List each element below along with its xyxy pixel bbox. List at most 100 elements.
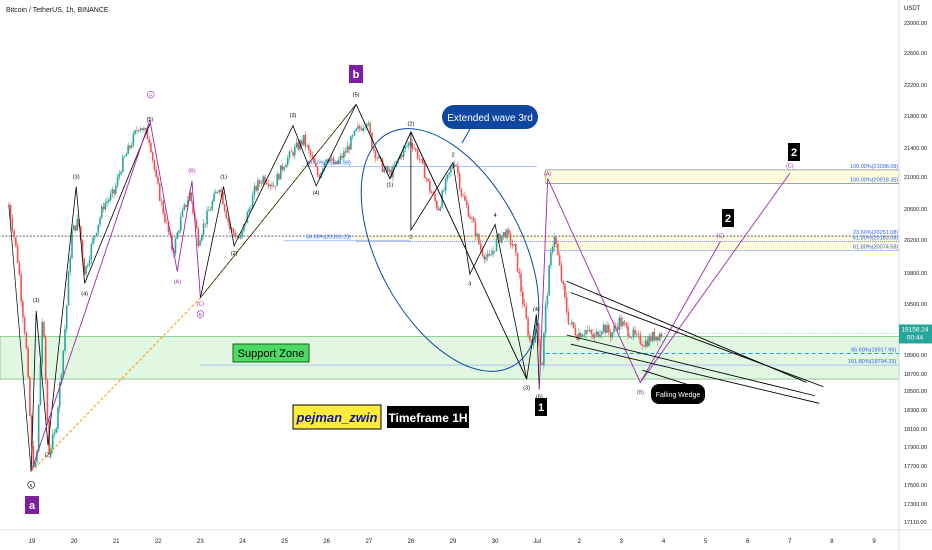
candle-body-86: [158, 183, 161, 201]
candle-body-127: [230, 228, 233, 230]
candle-body-286: [509, 233, 512, 245]
candle-295: [525, 302, 528, 320]
candle-body-67: [125, 153, 128, 157]
candle-body-35: [69, 258, 72, 272]
extended-wave-label: Extended wave 3rd: [447, 113, 533, 124]
wave-projection-c2: [639, 173, 791, 383]
candle-body-56: [106, 201, 108, 204]
candle-body-72: [134, 130, 136, 134]
candle-235: [420, 159, 422, 163]
candle-355: [630, 336, 633, 339]
candle-116: [211, 199, 214, 211]
candle-body-71: [132, 133, 135, 146]
candle-body-202: [362, 128, 364, 131]
candle-body-372: [660, 333, 663, 337]
candle-325: [578, 328, 580, 342]
candle-body-227: [406, 145, 408, 147]
candle-body-184: [330, 158, 333, 160]
candle-357: [634, 326, 636, 338]
candle-body-357: [634, 329, 636, 335]
candle-322: [572, 321, 575, 330]
candle-body-268: [478, 234, 480, 244]
candle-330: [586, 326, 589, 335]
x-tick-13: 2: [578, 539, 582, 545]
fib-label-2: 23.60%(20251.08): [853, 230, 898, 236]
candle-body-125: [227, 218, 229, 223]
candle-19: [41, 318, 43, 368]
candle-body-186: [334, 161, 336, 164]
candle-body-351: [623, 321, 626, 324]
candle-body-231: [413, 147, 415, 149]
candle-body-295: [525, 306, 528, 319]
candle-280: [499, 232, 501, 243]
candle-48: [92, 234, 94, 246]
candle-body-298: [530, 340, 533, 346]
wave-label-15: (5): [353, 93, 360, 99]
candle-111: [202, 219, 205, 239]
candle-body-91: [167, 222, 170, 232]
candle-72: [134, 129, 136, 136]
candle-body-13: [30, 415, 33, 447]
candle-120: [218, 188, 221, 195]
candle-240: [429, 177, 431, 194]
wave-badge-a: a: [25, 496, 39, 514]
candle-297: [529, 331, 531, 343]
x-tick-18: 7: [788, 539, 792, 545]
fib-label-5: 86.60%(18917.96): [851, 348, 896, 354]
candle-205: [367, 120, 370, 127]
candle-275: [490, 249, 493, 256]
fib-label-0: 100.00%(21098.09): [850, 164, 898, 170]
wave-channel-2: [200, 104, 357, 298]
candle-body-110: [201, 234, 203, 241]
candle-362: [643, 344, 645, 348]
candle-body-330: [586, 330, 589, 332]
candle-body-60: [113, 189, 115, 194]
candle-1: [9, 202, 12, 221]
candle-33: [65, 304, 68, 334]
candle-body-128: [232, 228, 235, 233]
candle-263: [469, 213, 471, 220]
candle-3: [13, 229, 15, 242]
candle-body-109: [199, 240, 201, 246]
candle-body-240: [429, 180, 431, 192]
support-zone-tag: Support Zone: [232, 343, 310, 363]
candle-body-282: [502, 232, 505, 236]
candle-body-152: [274, 185, 277, 187]
candle-body-11: [27, 348, 29, 378]
candle-body-173: [311, 155, 314, 158]
candle-361: [641, 340, 643, 350]
candle-body-322: [572, 322, 575, 328]
candle-241: [430, 190, 433, 194]
wedge-line-3: [570, 343, 820, 404]
wave-label-24: (5): [536, 395, 543, 401]
candle-51: [97, 224, 100, 236]
candle-45: [86, 262, 89, 269]
wave-label-14: (4): [313, 191, 320, 197]
candle-body-189: [339, 155, 342, 160]
candle-body-226: [404, 146, 407, 149]
candle-body-289: [514, 244, 517, 253]
candle-22: [46, 378, 49, 423]
candle-body-158: [285, 164, 287, 168]
candle-body-17: [37, 405, 40, 451]
wave-label-28: (C): [786, 164, 794, 170]
candle-213: [381, 157, 384, 173]
candle-366: [650, 333, 652, 343]
candle-body-344: [611, 332, 614, 338]
candle-273: [486, 249, 489, 262]
candle-body-105: [192, 201, 194, 214]
candle-372: [660, 331, 663, 338]
wave-label-21: 3: [468, 281, 471, 287]
candle-217: [388, 166, 391, 175]
candle-192: [344, 147, 347, 156]
candle-80: [148, 135, 150, 148]
candle-body-336: [597, 331, 600, 338]
candle-38: [74, 225, 77, 233]
candle-50: [95, 232, 98, 237]
candle-309: [550, 247, 552, 270]
candle-370: [657, 336, 659, 346]
candle-193: [346, 141, 349, 153]
author-tag: pejman_zwin: [292, 404, 382, 430]
y-tick-16: 17900.00: [904, 445, 927, 451]
